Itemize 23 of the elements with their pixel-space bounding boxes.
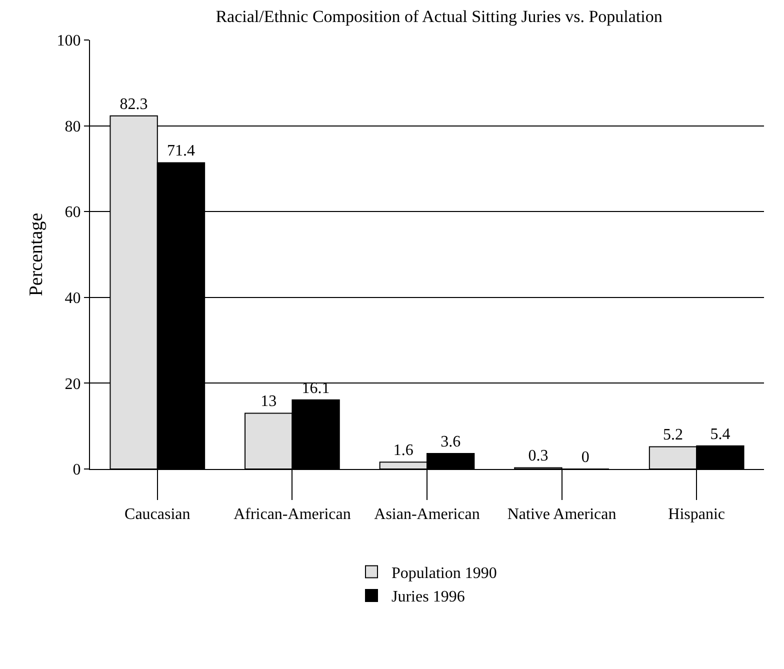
data-label: 1.6 — [393, 442, 414, 460]
data-label: 5.2 — [663, 426, 684, 444]
chart-title: Racial/Ethnic Composition of Actual Sitting Juries vs. Population — [216, 6, 663, 26]
data-label: 82.3 — [120, 96, 148, 113]
x-tick-label: Hispanic — [668, 506, 726, 524]
data-label: 71.4 — [166, 142, 195, 160]
legend-label: Population 1990 — [392, 564, 497, 582]
data-label: 0.3 — [528, 448, 548, 465]
x-tick-label: African-American — [234, 506, 351, 524]
data-label: 3.6 — [440, 434, 461, 451]
data-label: 5.4 — [710, 426, 730, 443]
y-tick-label: 20 — [64, 376, 81, 393]
x-tick-label: Native American — [507, 506, 616, 524]
y-axis-title: Percentage — [26, 212, 47, 296]
data-label: 13 — [260, 393, 277, 410]
y-tick-label: 100 — [56, 32, 81, 50]
y-tick-label: 60 — [64, 204, 81, 222]
data-label: 0 — [581, 449, 590, 466]
x-tick-label: Asian-American — [374, 506, 480, 524]
y-tick-label: 80 — [64, 118, 81, 136]
y-tick-label: 40 — [64, 290, 81, 307]
x-tick-label: Caucasian — [124, 506, 190, 524]
y-tick-label: 0 — [72, 462, 81, 479]
